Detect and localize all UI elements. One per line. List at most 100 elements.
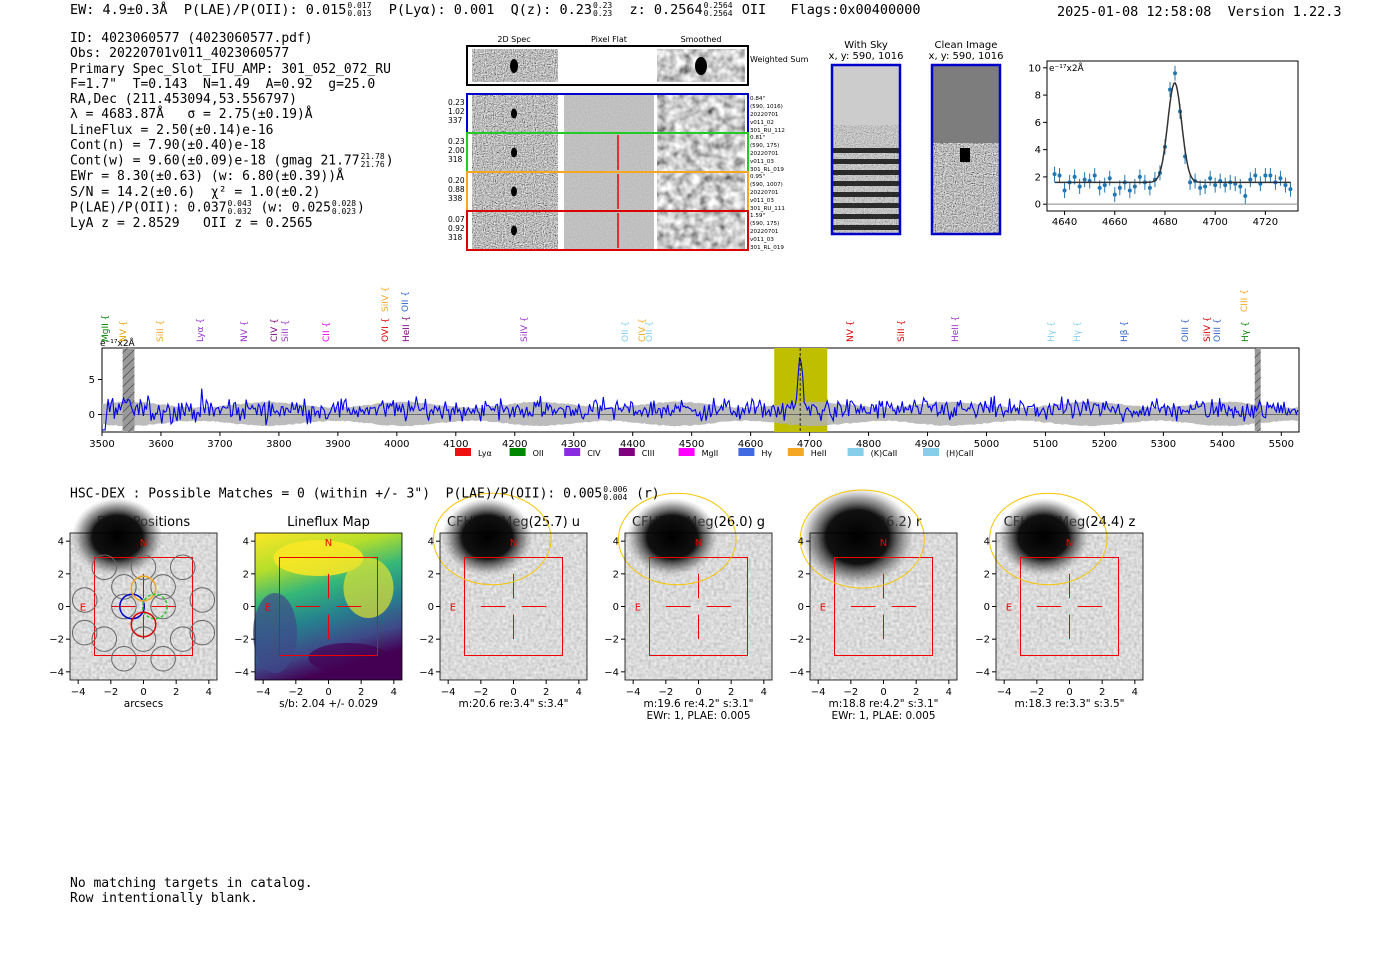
- zoom-ylabel: e⁻¹⁷x2Å: [1049, 62, 1085, 74]
- spectrum-xtick-label: 4200: [502, 439, 527, 450]
- legend-label: CIII: [642, 449, 655, 458]
- ew-label: EW: 4.9±0.3Å: [70, 2, 168, 18]
- north-label: N: [510, 538, 517, 549]
- cutout-col-title-2dspec: 2D Spec: [497, 35, 530, 44]
- qz-lo: 0.23: [592, 9, 613, 18]
- clean-image-title: Clean Image: [935, 40, 998, 51]
- fiber-circle-orange: [130, 575, 157, 602]
- fiber-circle: [130, 554, 157, 581]
- cutout-right-value: 20220701: [750, 229, 779, 235]
- spectrum-line-label: SiIV {: [381, 286, 391, 312]
- panel-ytick-label: 2: [613, 569, 619, 580]
- panel-xtick-label: −2: [1029, 687, 1044, 698]
- panel-ytick-label: −4: [975, 667, 990, 678]
- fiber-circle: [111, 646, 137, 672]
- zoom-data-point: [1147, 185, 1152, 190]
- panel-xtick-label: −4: [441, 687, 456, 698]
- info-lambda: λ = 4683.87Å σ = 2.75(±0.19)Å: [70, 107, 313, 123]
- spectrum-line-label: NV {: [240, 321, 250, 342]
- spectrum-xtick-label: 3700: [207, 439, 232, 450]
- info-plae2-w: (w: 0.025: [260, 200, 331, 216]
- z-hi: 0.2564: [703, 1, 733, 10]
- plae-hi: 0.017: [347, 1, 372, 10]
- galaxy-ellipse: [617, 492, 737, 586]
- weighted-sum-smoothed-source: [695, 57, 707, 75]
- qz-hi: 0.23: [592, 1, 613, 10]
- zoom-data-point: [1112, 192, 1117, 197]
- info-contn: Cont(n) = 7.90(±0.40)e-18: [70, 138, 266, 154]
- spectrum-xtick-label: 4500: [679, 439, 704, 450]
- zoom-data-point: [1077, 184, 1082, 189]
- panel-ytick-label: 0: [58, 602, 64, 613]
- panel-ytick-label: −2: [419, 635, 434, 646]
- clean-image-coords: x, y: 590, 1016: [929, 51, 1004, 62]
- zoom-xtick-label: 4640: [1052, 217, 1077, 228]
- spectrum-xtick-label: 4600: [738, 439, 763, 450]
- plae-label: P(LAE)/P(OII): 0.015: [183, 2, 347, 18]
- plae2-lo: 0.032: [227, 206, 252, 216]
- spectrum-line-label: OII {: [401, 291, 411, 312]
- fiber-circle: [71, 587, 98, 613]
- panel-ytick-label: 0: [798, 602, 804, 613]
- zoom-data-point: [1097, 185, 1102, 190]
- galaxy-blob: [997, 497, 1090, 577]
- cutout-right-value: 0.81": [750, 135, 765, 141]
- panel-ytick-label: −4: [234, 667, 249, 678]
- panel-ytick-label: 4: [613, 537, 619, 548]
- zoom-data-point: [1248, 177, 1253, 182]
- panel-ytick-label: −4: [789, 667, 804, 678]
- cutout-right-value: 301_RU_112: [750, 128, 785, 134]
- cutout-pixelflat: [564, 173, 654, 210]
- imaging-panel: Lineflux Map N E −4 −2 0 2 4 4 2 0 −2 −4 s/b: 2.04 +/…: [234, 515, 403, 710]
- spectrum-xtick-label: 4000: [384, 439, 409, 450]
- zoom-ytick-label: 0: [1035, 200, 1041, 211]
- fiber-circle: [150, 593, 176, 620]
- cutout-right-value: 1.59": [750, 213, 765, 219]
- fiber-circle-green: [141, 593, 168, 620]
- spectrum-line-label: HeII {: [951, 316, 961, 342]
- spectrum-xtick-label: 3900: [325, 439, 350, 450]
- spectrum-ylabel: e⁻¹⁷x2Å: [100, 337, 136, 349]
- info-fit: F=1.7" T=0.143 N=1.49 A=0.92 g=25.0: [70, 76, 376, 92]
- cutout-left-value: 0.88: [448, 185, 465, 194]
- panel-ytick-label: 4: [984, 537, 990, 548]
- imaging-panels: Fiber PositionsNE−4−2024420−2−4arcsecsLi…: [49, 488, 1144, 722]
- cutout-source: [511, 225, 517, 236]
- cutout-source: [511, 108, 517, 119]
- galaxy-blob: [71, 497, 164, 577]
- spectrum-xtick-label: 4400: [620, 439, 645, 450]
- cutout-left-value: 318: [448, 155, 463, 164]
- spectrum-xtick-label: 5300: [1151, 439, 1176, 450]
- zoom-xtick-label: 4700: [1202, 217, 1227, 228]
- zoom-data-point: [1102, 183, 1107, 188]
- north-label: N: [1066, 538, 1073, 549]
- fiber-circle: [71, 619, 98, 646]
- panel-xtick-label: 4: [391, 687, 397, 698]
- galaxy-ellipse: [988, 492, 1108, 586]
- version: Version 1.22.3: [1227, 4, 1342, 20]
- zoom-ytick-label: 6: [1035, 118, 1041, 129]
- fiber-circle: [91, 554, 118, 581]
- spectrum-line-label: Hγ {: [1047, 321, 1057, 342]
- north-label: N: [695, 538, 702, 549]
- spectrum-xtick-label: 5100: [1033, 439, 1058, 450]
- panel-xtick-label: 4: [1132, 687, 1138, 698]
- hsc-dex-line: HSC-DEX : Possible Matches = 0 (within +…: [70, 486, 660, 502]
- legend-swatch: [618, 448, 635, 456]
- fiber-circle: [150, 646, 176, 672]
- plae2-hi: 0.043: [227, 198, 252, 208]
- spectrum-xtick-label: 5000: [974, 439, 999, 450]
- spectrum-line-label: Hγ {: [1073, 321, 1083, 342]
- cutout-left-value: 0.23: [448, 98, 465, 107]
- spectrum-xtick-label: 4100: [443, 439, 468, 450]
- panel-subtitle: arcsecs: [124, 698, 163, 710]
- panel-xtick-label: 2: [913, 687, 919, 698]
- footer-line2: Row intentionally blank.: [70, 891, 258, 906]
- zoom-xtick-label: 4660: [1102, 217, 1127, 228]
- zoom-data-point: [1062, 188, 1067, 193]
- info-obs: Obs: 20220701v011_4023060577: [70, 46, 290, 62]
- cutout-right-value: 301_RL_019: [750, 167, 784, 173]
